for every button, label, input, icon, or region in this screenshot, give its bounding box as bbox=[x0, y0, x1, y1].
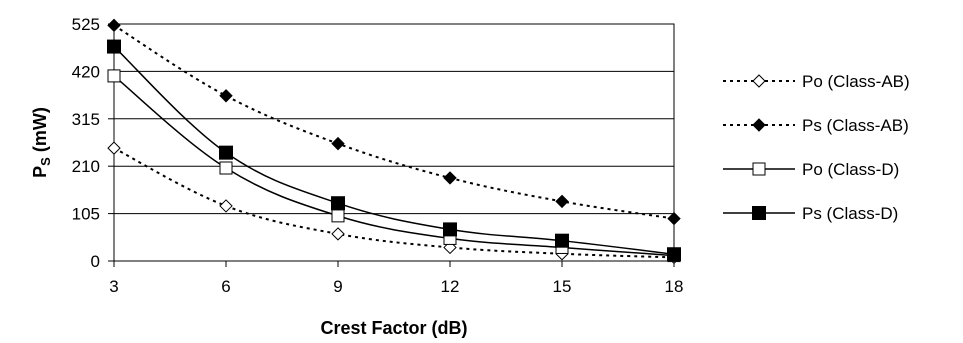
data-point bbox=[219, 145, 233, 160]
data-point bbox=[219, 161, 233, 175]
x-tick-label: 3 bbox=[109, 277, 118, 296]
series-line bbox=[113, 147, 675, 259]
y-axis-title-main: P bbox=[30, 166, 50, 178]
x-tick-label: 9 bbox=[333, 277, 342, 296]
series-4 bbox=[107, 39, 681, 262]
data-point bbox=[555, 233, 569, 248]
x-axis-title: Crest Factor (dB) bbox=[320, 318, 467, 338]
x-tick-label: 18 bbox=[665, 277, 684, 296]
y-tick-label: 420 bbox=[72, 62, 100, 81]
x-tick-label: 12 bbox=[441, 277, 460, 296]
legend-entry: Po (Class-AB) bbox=[723, 72, 910, 91]
x-tick-label: 6 bbox=[221, 277, 230, 296]
data-point bbox=[107, 69, 121, 83]
data-point bbox=[667, 247, 681, 262]
legend-marker bbox=[752, 118, 766, 132]
series-2 bbox=[107, 18, 681, 226]
legend-label: Po (Class-D) bbox=[802, 160, 899, 179]
series-layer bbox=[107, 18, 681, 265]
series-line bbox=[113, 75, 675, 257]
legend-marker bbox=[752, 206, 766, 220]
legend-entry: Po (Class-D) bbox=[723, 160, 899, 179]
legend-marker bbox=[752, 74, 766, 88]
data-point bbox=[107, 141, 121, 155]
y-axis-title-subscript: S bbox=[38, 157, 53, 166]
y-tick-label: 105 bbox=[72, 205, 100, 224]
data-point bbox=[555, 194, 569, 209]
data-point bbox=[331, 227, 345, 241]
legend-entry: Ps (Class-AB) bbox=[723, 116, 909, 135]
data-point bbox=[443, 222, 457, 237]
data-point bbox=[107, 18, 121, 33]
legend: Po (Class-AB) Ps (Class-AB) Po (Class-D) Ps… bbox=[723, 72, 910, 223]
data-point bbox=[331, 196, 345, 211]
legend-label: Ps (Class-D) bbox=[802, 204, 898, 223]
series-line bbox=[113, 46, 675, 255]
legend-label: Ps (Class-AB) bbox=[802, 116, 909, 135]
x-tick-label: 15 bbox=[553, 277, 572, 296]
data-point bbox=[667, 211, 681, 226]
data-point bbox=[219, 89, 233, 103]
y-tick-label: 210 bbox=[72, 157, 100, 176]
series-line bbox=[113, 24, 675, 220]
plot-area bbox=[113, 23, 675, 262]
data-point bbox=[107, 39, 121, 54]
legend-entry: Ps (Class-D) bbox=[723, 204, 898, 223]
data-point bbox=[219, 199, 233, 213]
legend-marker bbox=[752, 162, 766, 176]
y-axis-title: PS (mW) bbox=[30, 107, 53, 178]
legend-label: Po (Class-AB) bbox=[802, 72, 910, 91]
y-tick-label: 0 bbox=[91, 252, 100, 271]
axes: 0 105 210 315 420 525 3 6 9 12 15 18 bbox=[72, 15, 684, 296]
y-tick-label: 315 bbox=[72, 110, 100, 129]
data-point bbox=[443, 171, 457, 185]
series-1 bbox=[107, 141, 681, 265]
data-point bbox=[331, 209, 345, 223]
y-tick-label: 525 bbox=[72, 15, 100, 34]
grid bbox=[114, 23, 674, 262]
y-axis-title-unit: (mW) bbox=[30, 107, 50, 157]
data-point bbox=[331, 136, 345, 151]
